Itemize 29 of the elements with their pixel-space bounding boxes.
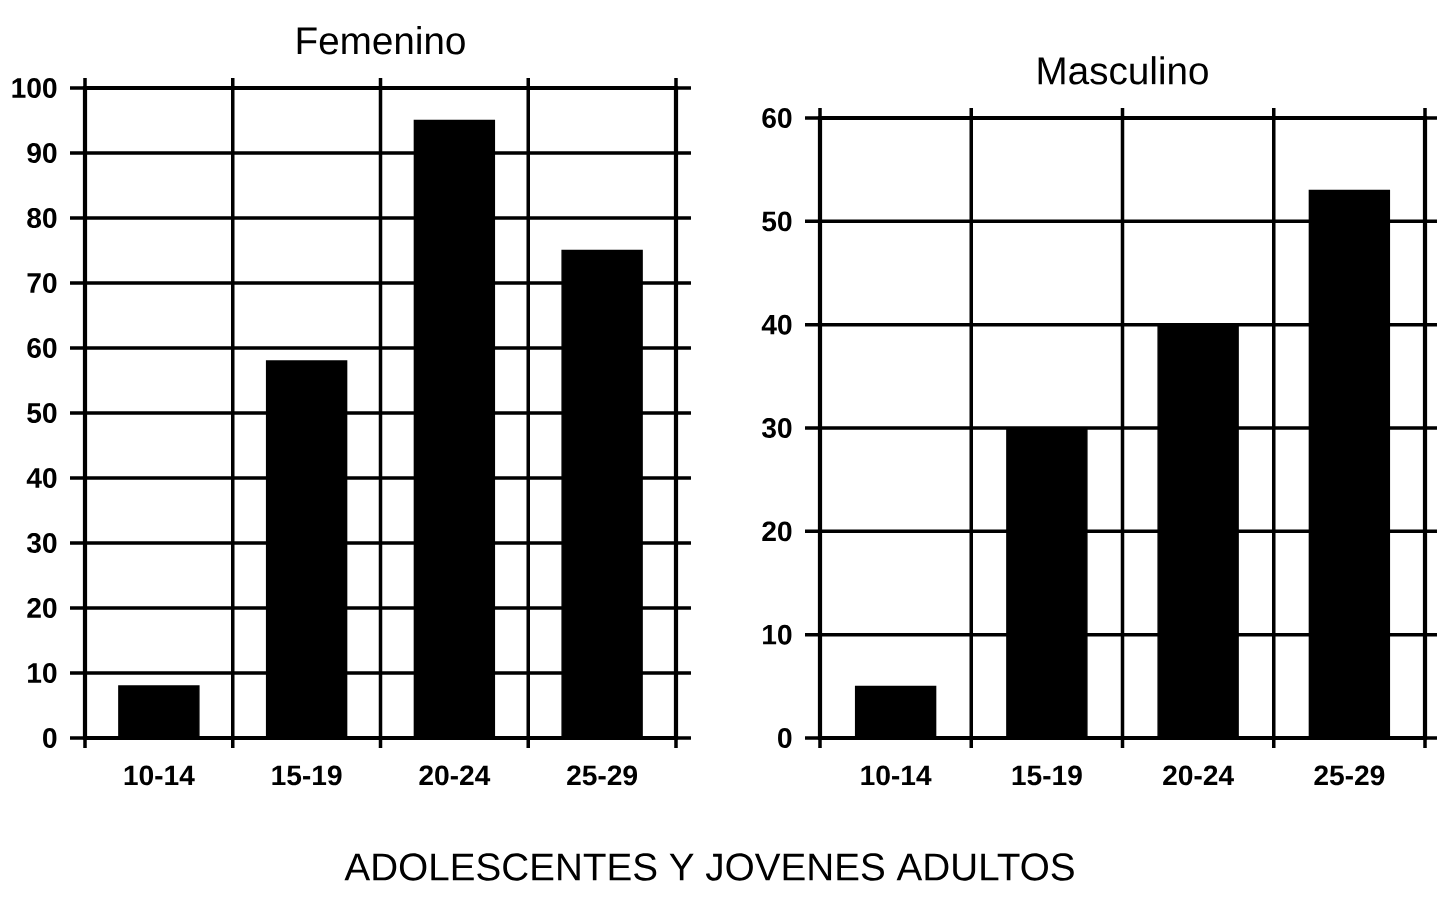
y-tick-label: 80 — [27, 208, 57, 228]
y-tick-label: 100 — [12, 78, 57, 98]
y-tick-label: 40 — [761, 314, 792, 335]
y-tick-label: 0 — [778, 728, 792, 748]
x-tick-label: 15-19 — [1012, 765, 1082, 786]
x-tick-label: 10-14 — [124, 765, 195, 786]
y-tick-label: 30 — [761, 418, 792, 438]
y-tick-label: 90 — [27, 143, 57, 163]
y-tick-label: 10 — [763, 624, 792, 645]
y-tick-label: 40 — [26, 468, 57, 488]
y-tick-label: 50 — [27, 403, 57, 423]
y-tick-label: 30 — [26, 533, 57, 553]
x-tick-label: 20-24 — [419, 765, 491, 786]
y-tick-label: 0 — [43, 728, 57, 748]
y-tick-label: 20 — [27, 598, 57, 618]
x-tick-label: 15-19 — [272, 765, 342, 786]
x-tick-label: 25-29 — [567, 765, 638, 786]
y-tick-label: 60 — [762, 108, 792, 128]
y-tick-label: 50 — [762, 211, 792, 232]
x-tick-label: 20-24 — [1163, 765, 1234, 786]
x-tick-label: 25-29 — [1314, 765, 1385, 786]
x-axis-title: ADOLESCENTES Y JOVENES ADULTOS — [344, 853, 1074, 881]
x-tick-label: 10-14 — [861, 765, 932, 786]
chart-title: Femenino — [297, 26, 465, 55]
y-tick-label: 10 — [28, 663, 57, 683]
y-tick-label: 60 — [27, 338, 57, 358]
chart-title: Masculino — [1038, 56, 1208, 85]
y-tick-label: 70 — [27, 273, 57, 293]
y-tick-label: 20 — [762, 521, 792, 542]
